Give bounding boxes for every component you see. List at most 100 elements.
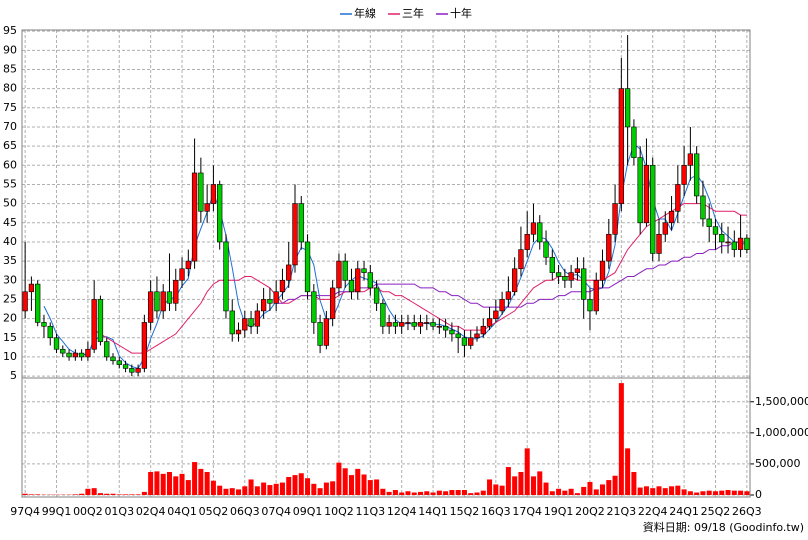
y-tick-label: 20 <box>3 312 17 325</box>
candle-body <box>499 299 505 312</box>
candle-body <box>72 352 78 358</box>
volume-bar <box>154 471 160 495</box>
volume-bar <box>731 490 737 495</box>
y-tick-label: 55 <box>3 177 17 190</box>
volume-bar <box>311 483 317 495</box>
candle-body <box>530 222 537 235</box>
x-tick-label: 15Q2 <box>450 505 480 518</box>
candle-body <box>737 237 744 250</box>
volume-bar <box>317 488 323 495</box>
candle-body <box>694 153 700 197</box>
volume-bar <box>411 492 417 495</box>
candle-body <box>386 322 392 327</box>
volume-bar <box>129 494 135 495</box>
volume-bar <box>348 475 354 495</box>
candle-body <box>286 264 292 281</box>
volume-bar <box>110 493 116 495</box>
ma-line <box>276 241 747 308</box>
y2-tick-label: 1,500,000 <box>755 395 808 408</box>
candle-body <box>66 352 72 358</box>
candle-body <box>135 368 141 373</box>
volume-bar <box>493 484 499 495</box>
candle-body <box>731 241 737 250</box>
candle-body <box>399 322 405 327</box>
candle-body <box>537 222 543 243</box>
volume-bar <box>518 472 524 495</box>
volume-bar <box>549 491 555 495</box>
candle-body <box>298 203 304 243</box>
candle-body <box>681 164 687 185</box>
candle-body <box>355 268 361 293</box>
volume-bar <box>323 482 329 495</box>
y-tick-label: 30 <box>3 273 17 286</box>
volume-bar <box>204 472 210 495</box>
volume-bar <box>625 448 631 495</box>
candle-body <box>505 291 512 300</box>
candle-body <box>656 233 662 254</box>
candle-body <box>430 322 436 327</box>
volume-bar <box>305 478 311 495</box>
volume-bar <box>656 486 662 495</box>
candle-body <box>204 203 210 212</box>
volume-bar <box>198 468 204 495</box>
candle-body <box>543 241 549 258</box>
volume-bar <box>355 468 361 495</box>
y2-tick-label: 500,000 <box>755 457 801 470</box>
candle-body <box>160 291 166 312</box>
volume-bar <box>148 472 154 495</box>
volume-bar <box>192 462 198 495</box>
volume-bar <box>424 491 430 495</box>
candle-body <box>618 88 624 204</box>
candle-body <box>436 325 442 328</box>
candle-body <box>568 272 574 281</box>
volume-bar <box>524 448 530 495</box>
candle-body <box>637 157 643 224</box>
volume-bar <box>468 493 474 495</box>
volume-bar <box>229 488 235 495</box>
candle-body <box>361 268 367 273</box>
candle-body <box>631 126 637 158</box>
candle-body <box>223 241 229 312</box>
volume-bar <box>279 482 285 495</box>
candle-body <box>110 356 116 362</box>
volume-bar <box>28 494 34 495</box>
volume-bar <box>374 479 380 495</box>
candle-body <box>292 203 298 266</box>
y-tick-label: 70 <box>3 120 17 133</box>
volume-bar <box>499 485 505 495</box>
candle-body <box>555 272 562 277</box>
candle-body <box>468 337 474 346</box>
candle-body <box>210 184 217 204</box>
x-tick-label: 21Q3 <box>607 505 637 518</box>
volume-bar <box>267 485 273 495</box>
x-tick-label: 09Q1 <box>293 505 323 518</box>
volume-bar <box>574 493 580 495</box>
candle-body <box>744 237 750 250</box>
volume-bar <box>236 489 242 495</box>
y-tick-label: 45 <box>3 216 17 229</box>
ma-line <box>93 203 747 354</box>
candle-body <box>28 283 35 293</box>
candle-body <box>599 260 606 281</box>
candle-body <box>442 325 449 331</box>
y-tick-label: 25 <box>3 292 17 305</box>
y-tick-label: 40 <box>3 235 17 248</box>
volume-bar <box>530 476 536 495</box>
candle-body <box>606 233 612 262</box>
candle-body <box>260 299 267 312</box>
x-tick-label: 06Q3 <box>230 505 260 518</box>
candle-body <box>217 184 223 243</box>
candle-body <box>22 291 28 312</box>
candle-body <box>229 310 235 335</box>
volume-bar <box>185 480 191 495</box>
candle-body <box>493 310 499 319</box>
candle-body <box>35 283 41 323</box>
x-tick-label: 20Q2 <box>575 505 605 518</box>
volume-bar <box>72 494 78 495</box>
candle-body <box>85 348 91 358</box>
y-tick-label: 5 <box>10 369 17 382</box>
volume-bar <box>487 479 493 495</box>
x-tick-label: 19Q1 <box>544 505 574 518</box>
